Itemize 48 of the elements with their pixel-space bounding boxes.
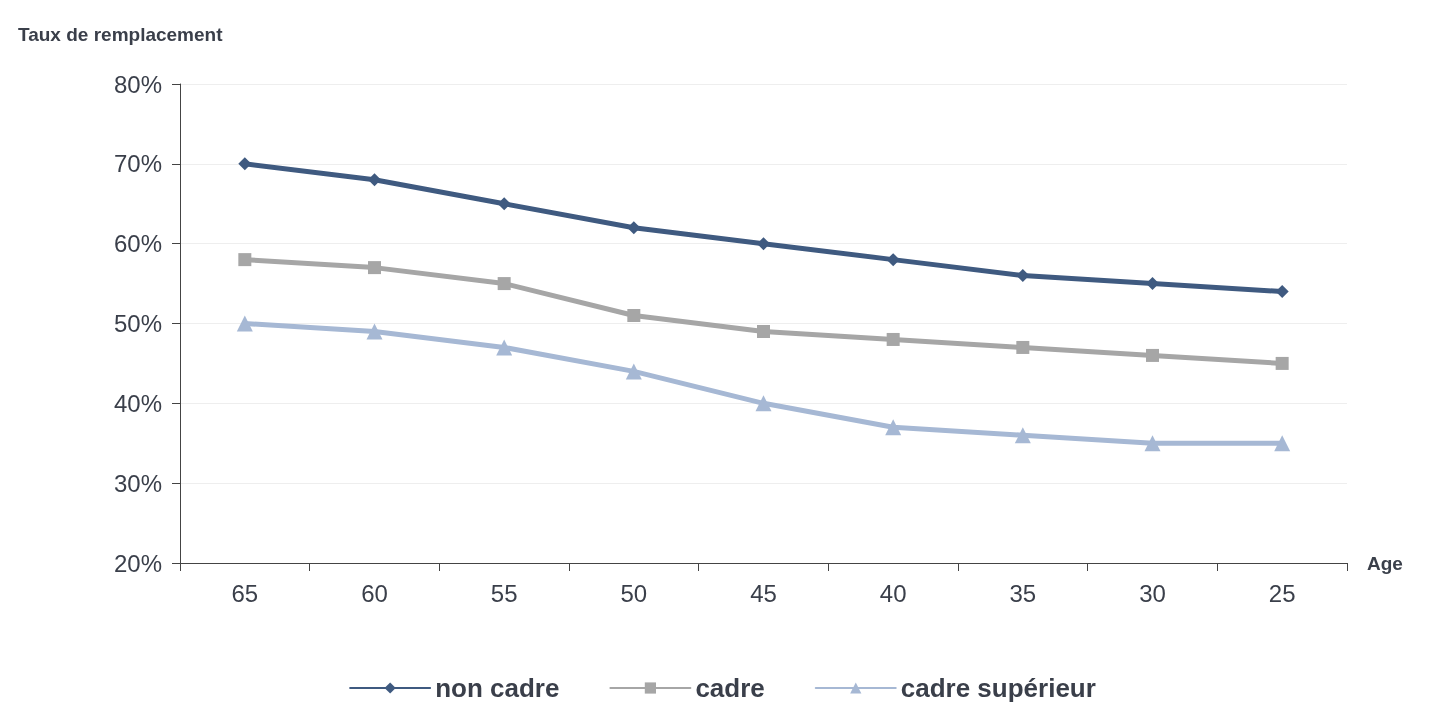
point	[238, 157, 252, 171]
point	[627, 221, 641, 235]
y-tick-label: 50%	[113, 310, 162, 337]
point	[886, 332, 900, 346]
point	[1146, 277, 1159, 291]
point	[1275, 285, 1289, 299]
legend-label: cadre supérieur	[900, 673, 1096, 703]
point	[497, 197, 511, 211]
x-tick-label: 40	[879, 579, 907, 607]
x-tick-label: 35	[1009, 579, 1037, 607]
y-tick-label: 30%	[113, 469, 162, 497]
point	[625, 363, 642, 380]
x-tick-label: 45	[750, 579, 777, 607]
point	[885, 419, 902, 436]
x-tick-label: 65	[231, 579, 259, 607]
point	[757, 237, 770, 251]
y-tick-label: 80%	[113, 70, 162, 98]
point	[1144, 435, 1161, 452]
x-tick-label: 55	[490, 579, 518, 607]
point	[1146, 348, 1159, 362]
point	[1274, 435, 1291, 452]
legend-label: non cadre	[435, 673, 560, 703]
x-tick-label: 30	[1139, 579, 1166, 607]
point	[1016, 269, 1030, 283]
point	[1275, 356, 1289, 370]
y-axis-title: Taux de remplacement	[18, 24, 224, 45]
point	[497, 277, 511, 291]
point	[627, 309, 641, 323]
point	[366, 323, 383, 340]
y-tick-label: 20%	[113, 549, 162, 577]
point	[755, 395, 772, 412]
x-tick-label: 25	[1268, 579, 1296, 607]
legend-label: cadre	[695, 673, 765, 703]
y-tick-label: 40%	[113, 389, 162, 417]
x-axis-title: Age	[1367, 552, 1403, 574]
y-tick-label: 60%	[113, 230, 162, 258]
point	[886, 253, 900, 267]
point	[368, 261, 381, 275]
point	[236, 315, 253, 332]
point	[496, 339, 513, 356]
x-tick-label: 60	[361, 579, 388, 607]
y-tick-label: 70%	[113, 150, 162, 178]
point	[238, 253, 252, 267]
point	[1014, 427, 1031, 444]
x-tick-label: 50	[620, 579, 648, 607]
point	[757, 324, 770, 338]
point	[1016, 340, 1030, 354]
point	[368, 173, 381, 187]
